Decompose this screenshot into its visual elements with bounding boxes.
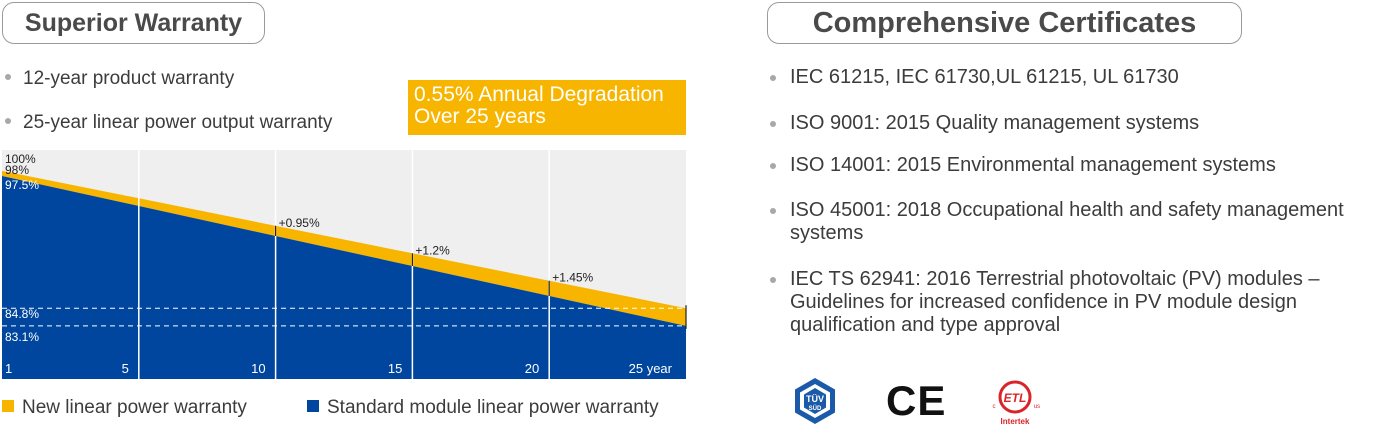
cert-text: ISO 14001: 2015 Environmental management…: [790, 154, 1276, 176]
bullet-dot-icon: [5, 73, 11, 80]
x-tick-label: 10: [251, 361, 265, 376]
annotation-label: +0.95%: [279, 216, 320, 230]
x-tick-label: 5: [122, 361, 129, 376]
etl-logo-bottom: Intertek: [1001, 417, 1030, 426]
legend-new: New linear power warranty: [2, 397, 247, 419]
x-tick-label: 25 year: [629, 361, 673, 376]
annotation-label: +1.2%: [415, 243, 450, 257]
warranty-chart: +0.95%+1.2%+1.45%+1.7%100%98%97.5%84.8%8…: [2, 150, 687, 379]
degradation-callout: 0.55% Annual Degradation Over 25 years: [408, 80, 686, 135]
etl-logo-left: c: [993, 404, 996, 410]
series-area-standard: [2, 176, 686, 379]
cert-text: IEC 61215, IEC 61730,UL 61215, UL 61730: [790, 66, 1179, 88]
cert-text: ISO 45001: 2018 Occupational health and …: [790, 199, 1344, 244]
y-axis-label: 84.8%: [5, 307, 39, 321]
legend-standard: Standard module linear power warranty: [307, 397, 659, 419]
bullet-dot-icon: [770, 208, 776, 214]
bullet-dot-icon: [770, 75, 776, 81]
tuv-logo-top: TÜV: [806, 394, 824, 404]
bullet-dot-icon: [5, 117, 11, 124]
warranty-title: Superior Warranty: [2, 2, 265, 44]
legend-label-new: New linear power warranty: [22, 397, 247, 418]
ce-mark-logo: CE: [886, 377, 947, 424]
cert-text: IEC TS 62941: 2016 Terrestrial photovolt…: [790, 268, 1320, 336]
etl-intertek-logo: ETL c us Intertek: [993, 380, 1040, 426]
bullet-dot-icon: [770, 277, 776, 283]
cert-text: ISO 9001: 2015 Quality management system…: [790, 112, 1200, 134]
bullet-dot-icon: [770, 121, 776, 127]
annotation-label: +1.45%: [552, 271, 593, 285]
certificates-title: Comprehensive Certificates: [767, 2, 1242, 44]
bullet-dot-icon: [770, 163, 776, 169]
y-axis-label: 98%: [5, 163, 29, 177]
bullet-power-warranty: 25-year linear power output warranty: [5, 112, 332, 134]
y-axis-label: 83.1%: [5, 330, 39, 344]
x-tick-label: 15: [388, 361, 402, 376]
y-axis-label: 100%: [5, 152, 36, 166]
series-area-new: [2, 170, 686, 326]
x-tick-label: 1: [5, 361, 12, 376]
x-tick-label: 20: [525, 361, 539, 376]
callout-line-1: 0.55% Annual Degradation: [414, 83, 664, 106]
tuv-sud-logo: TÜV SÜD: [795, 378, 835, 424]
etl-logo-right: us: [1034, 404, 1040, 410]
callout-line-2: Over 25 years: [414, 105, 546, 128]
bullet-product-warranty: 12-year product warranty: [5, 68, 234, 90]
tuv-logo-bottom: SÜD: [809, 405, 822, 412]
legend-label-standard: Standard module linear power warranty: [327, 397, 659, 418]
bullet-text: 25-year linear power output warranty: [23, 112, 333, 133]
legend-swatch-standard: [307, 399, 319, 412]
y-axis-label: 97.5%: [5, 178, 39, 192]
bullet-text: 12-year product warranty: [23, 68, 235, 89]
etl-logo-main: ETL: [1004, 391, 1027, 405]
legend-swatch-new: [2, 399, 14, 412]
